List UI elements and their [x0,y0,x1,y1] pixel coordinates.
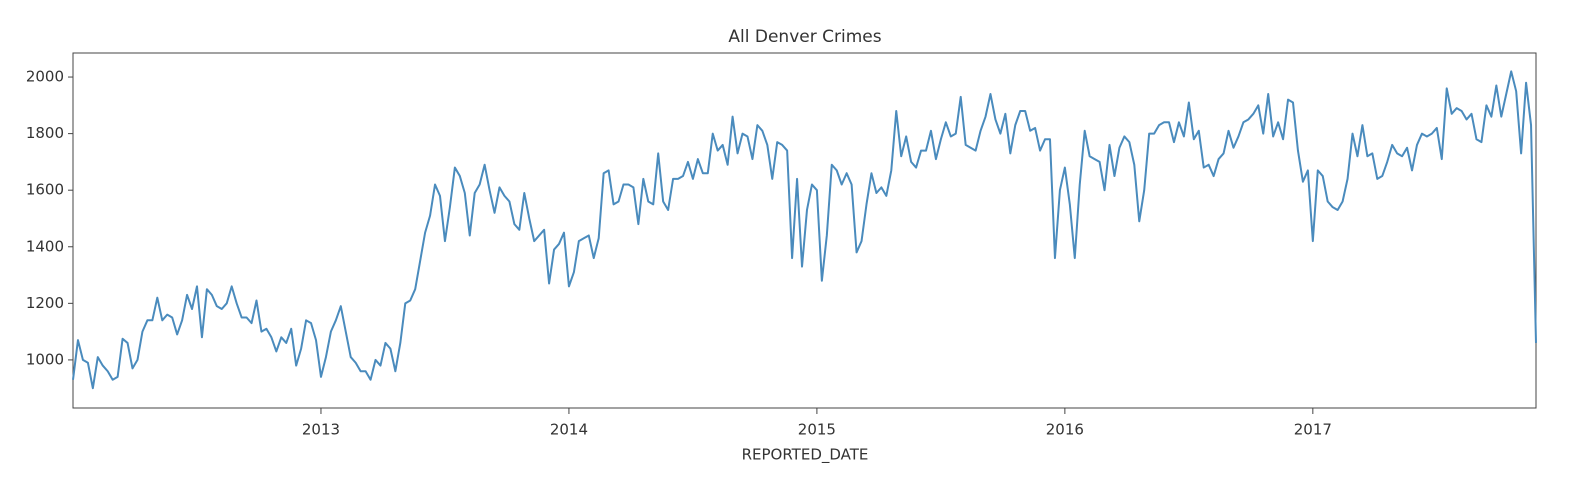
x-tick-label: 2017 [1294,421,1332,439]
chart-title: All Denver Crimes [728,27,881,47]
y-tick-label: 2000 [26,68,64,86]
x-tick-label: 2013 [302,421,340,439]
x-axis-label: REPORTED_DATE [742,446,869,465]
y-tick-label: 1800 [26,124,64,142]
plot-frame [72,52,1537,409]
y-tick-label: 1400 [26,237,64,255]
x-tick-label: 2016 [1046,421,1084,439]
y-tick-label: 1000 [26,350,64,368]
x-tick-label: 2015 [798,421,836,439]
data-line [72,70,1537,390]
y-tick-label: 1200 [26,294,64,312]
y-tick-label: 1600 [26,181,64,199]
x-tick-label: 2014 [550,421,588,439]
